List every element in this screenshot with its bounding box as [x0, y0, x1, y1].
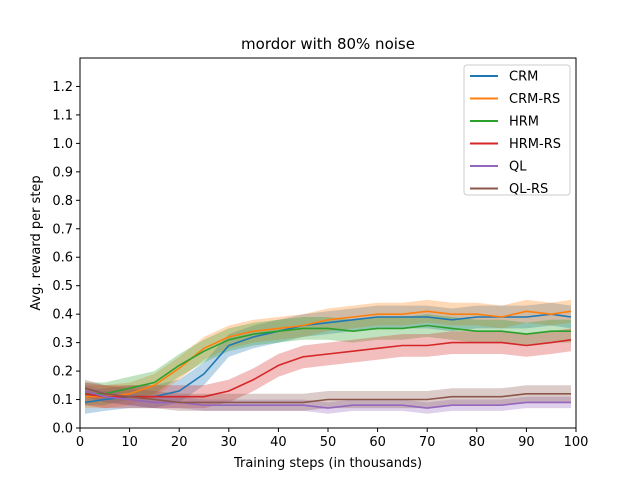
line-crm	[84, 313, 572, 404]
y-axis-label: Avg. reward per step	[29, 175, 44, 310]
y-axis: 0.0 0.1 0.2 0.3 0.4 0.5 0.6 0.7 0.8 0.9 1.0 1.1 1.2	[52, 80, 80, 437]
legend-label-ql-rs: QL-RS	[509, 182, 548, 197]
x-tick-label: 10	[121, 435, 138, 450]
x-tick-label: 50	[320, 435, 337, 450]
x-tick-label: 70	[419, 435, 436, 450]
y-tick-label: 0.0	[52, 422, 73, 437]
y-tick-label: 0.1	[52, 393, 73, 408]
legend-label-crm-rs: CRM-RS	[509, 92, 560, 107]
legend-label-ql: QL	[509, 160, 527, 175]
y-tick-label: 0.2	[52, 365, 73, 380]
band-hrm	[85, 314, 571, 406]
line-hrm-rs	[84, 339, 572, 398]
y-tick-label: 1.2	[52, 80, 73, 95]
y-tick-label: 1.1	[52, 108, 73, 123]
legend: CRM CRM-RS HRM HRM-RS QL QL-RS	[463, 64, 571, 197]
x-tick-label: 40	[270, 435, 287, 450]
x-axis: 0 10 20 30 40 50 60 70 80 90 100	[76, 428, 589, 450]
line-ql	[84, 390, 571, 409]
band-ql	[85, 385, 571, 414]
x-tick-label: 30	[221, 435, 238, 450]
y-tick-label: 0.3	[52, 336, 73, 351]
y-tick-label: 0.5	[52, 279, 73, 294]
legend-label-hrm-rs: HRM-RS	[509, 137, 561, 152]
chart-title: mordor with 80% noise	[241, 35, 415, 53]
x-tick-label: 60	[369, 435, 386, 450]
legend-box	[463, 64, 571, 196]
x-tick-label: 20	[171, 435, 188, 450]
band-hrm-rs	[85, 328, 571, 409]
line-hrm	[85, 324, 571, 395]
x-tick-label: 90	[518, 435, 535, 450]
band-crm	[85, 302, 571, 414]
y-tick-label: 1.0	[52, 137, 73, 152]
y-tick-label: 0.4	[52, 308, 73, 323]
x-axis-label: Training steps (in thousands)	[233, 456, 422, 471]
y-tick-label: 0.8	[52, 194, 73, 209]
line-crm-rs	[85, 310, 572, 398]
y-tick-label: 0.9	[52, 165, 73, 180]
y-tick-label: 0.6	[52, 251, 73, 266]
x-tick-label: 80	[469, 435, 486, 450]
x-tick-label: 100	[564, 435, 589, 450]
line-ql-rs	[84, 387, 571, 404]
legend-label-hrm: HRM	[509, 115, 539, 130]
y-tick-label: 0.7	[52, 222, 73, 237]
x-tick-label: 0	[76, 435, 84, 450]
series-lines	[84, 310, 572, 409]
legend-label-crm: CRM	[509, 70, 538, 85]
